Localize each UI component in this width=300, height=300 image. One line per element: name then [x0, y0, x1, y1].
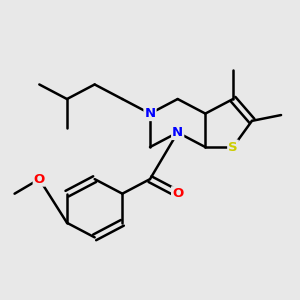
Text: S: S: [228, 141, 238, 154]
Text: O: O: [172, 187, 183, 200]
Text: N: N: [144, 107, 156, 120]
Text: N: N: [172, 126, 183, 139]
Text: O: O: [34, 172, 45, 186]
